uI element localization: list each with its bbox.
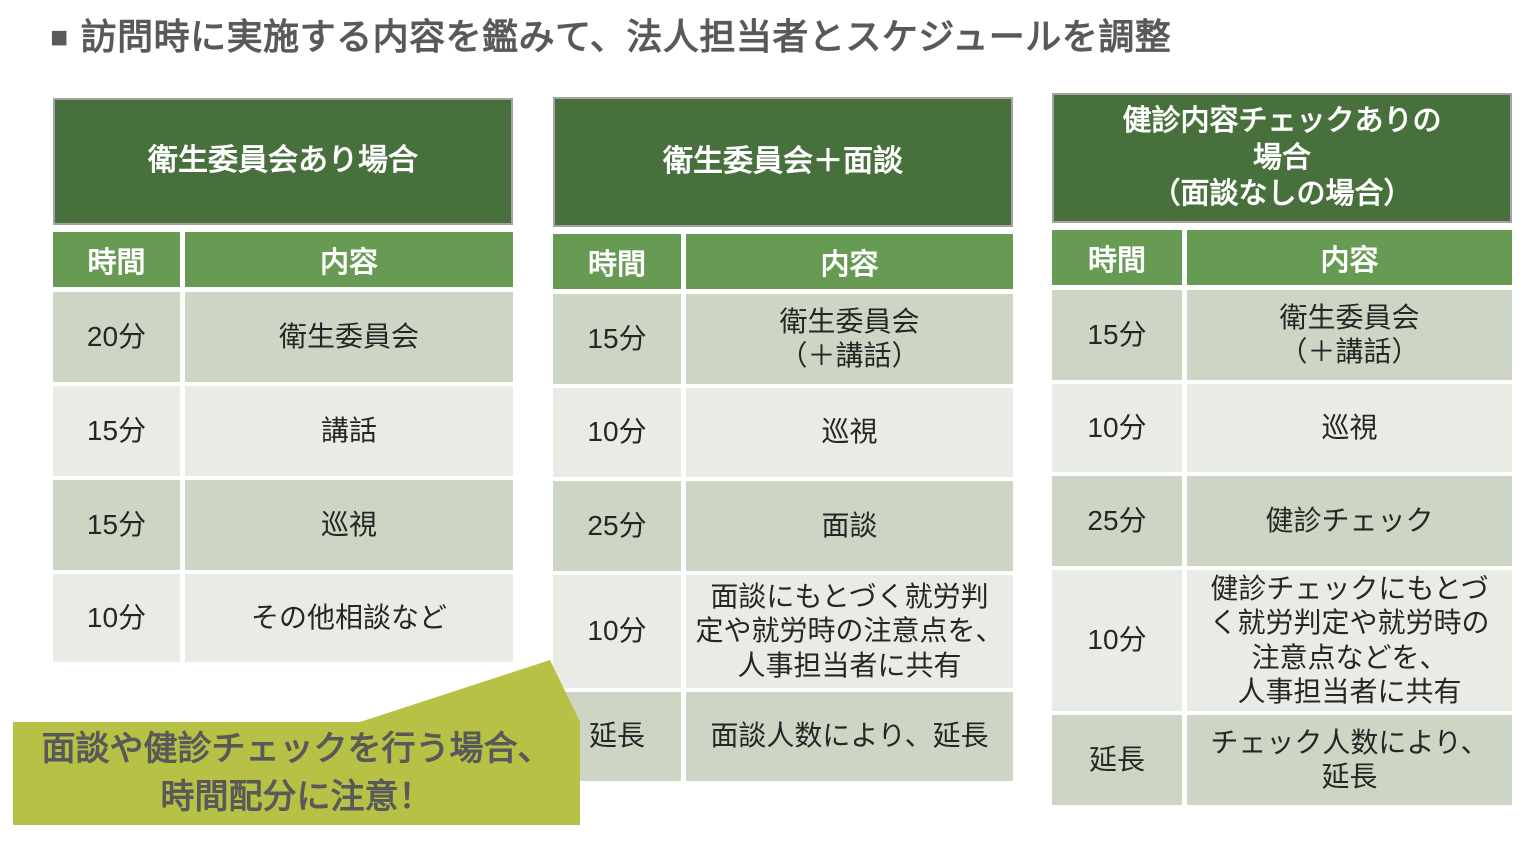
time-cell: 10分 (553, 575, 681, 688)
page-title-text: 訪問時に実施する内容を鑑みて、法人担当者とスケジュールを調整 (80, 16, 1172, 57)
content-cell: 面談 (686, 481, 1013, 571)
content-cell: 衛生委員会 (185, 292, 513, 382)
content-cell: 講話 (185, 386, 513, 476)
table-row: 20分 衛生委員会 (53, 292, 513, 382)
content-cell: 巡視 (185, 480, 513, 570)
table-row: 延長 チェック人数により、 延長 (1052, 715, 1512, 805)
time-cell: 25分 (1052, 476, 1182, 566)
table-row: 15分 衛生委員会 （＋講話） (1052, 290, 1512, 380)
content-cell: 衛生委員会 （＋講話） (686, 294, 1013, 384)
column-header-content: 内容 (686, 234, 1013, 289)
content-cell: 巡視 (686, 388, 1013, 477)
content-cell: 面談にもとづく就労判 定や就労時の注意点を、 人事担当者に共有 (686, 575, 1013, 688)
column-header-time: 時間 (53, 232, 180, 287)
table-row: 15分 巡視 (53, 480, 513, 570)
callout-note: 面談や健診チェックを行う場合、 時間配分に注意！ (41, 729, 552, 816)
table-title: 衛生委員会あり場合 (53, 98, 513, 225)
page-title: ■ 訪問時に実施する内容を鑑みて、法人担当者とスケジュールを調整 (50, 8, 1171, 60)
content-cell: チェック人数により、 延長 (1187, 715, 1512, 805)
content-cell: 健診チェック (1187, 476, 1512, 566)
column-header-row: 時間 内容 (53, 232, 513, 287)
table-row: 10分 その他相談など (53, 574, 513, 662)
table-row: 25分 健診チェック (1052, 476, 1512, 566)
time-cell: 延長 (1052, 715, 1182, 805)
table-row: 10分 面談にもとづく就労判 定や就労時の注意点を、 人事担当者に共有 (553, 575, 1013, 688)
content-cell: 衛生委員会 （＋講話） (1187, 290, 1512, 380)
time-cell: 10分 (553, 388, 681, 477)
time-cell: 10分 (1052, 570, 1182, 711)
table-row: 25分 面談 (553, 481, 1013, 571)
table-row: 15分 衛生委員会 （＋講話） (553, 294, 1013, 384)
time-cell: 25分 (553, 481, 681, 571)
time-cell: 15分 (53, 480, 180, 570)
time-cell: 15分 (1052, 290, 1182, 380)
table-row: 15分 講話 (53, 386, 513, 476)
table-row: 10分 巡視 (1052, 384, 1512, 472)
table-row: 10分 健診チェックにもとづ く就労判定や就労時の 注意点などを、 人事担当者に… (1052, 570, 1512, 711)
content-cell: 巡視 (1187, 384, 1512, 472)
table-row: 10分 巡視 (553, 388, 1013, 477)
content-cell: その他相談など (185, 574, 513, 662)
column-header-time: 時間 (553, 234, 681, 289)
column-header-content: 内容 (185, 232, 513, 287)
column-header-time: 時間 (1052, 230, 1182, 285)
time-cell: 20分 (53, 292, 180, 382)
title-bullet-icon: ■ (50, 21, 69, 54)
table-card-committee-only: 衛生委員会あり場合 時間 内容 20分 衛生委員会 15分 講話 15分 巡視 … (53, 98, 513, 662)
table-card-checkup: 健診内容チェックありの 場合 （面談なしの場合） 時間 内容 15分 衛生委員会… (1052, 93, 1512, 805)
table-title: 健診内容チェックありの 場合 （面談なしの場合） (1052, 93, 1512, 223)
time-cell: 10分 (1052, 384, 1182, 472)
column-header-row: 時間 内容 (553, 234, 1013, 289)
time-cell: 10分 (53, 574, 180, 662)
content-cell: 健診チェックにもとづ く就労判定や就労時の 注意点などを、 人事担当者に共有 (1187, 570, 1512, 711)
column-header-row: 時間 内容 (1052, 230, 1512, 285)
table-row: 延長 面談人数により、延長 (553, 692, 1013, 781)
table-title: 衛生委員会＋面談 (553, 97, 1013, 227)
time-cell: 15分 (53, 386, 180, 476)
table-card-committee-interview: 衛生委員会＋面談 時間 内容 15分 衛生委員会 （＋講話） 10分 巡視 25… (553, 97, 1013, 781)
column-header-content: 内容 (1187, 230, 1512, 285)
content-cell: 面談人数により、延長 (686, 692, 1013, 781)
time-cell: 15分 (553, 294, 681, 384)
